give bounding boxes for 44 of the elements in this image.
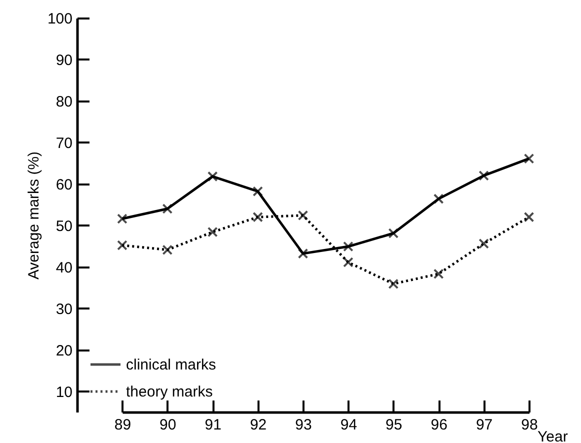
y-tick-label: 90	[56, 52, 72, 69]
y-tick-label: 20	[56, 342, 72, 360]
point	[343, 257, 354, 268]
point	[298, 248, 308, 259]
y-tick-label: 60	[56, 176, 72, 194]
x-axis-title: Year	[538, 428, 568, 443]
point	[117, 240, 128, 250]
point	[478, 170, 489, 181]
x-tick-label: 91	[204, 416, 222, 434]
x-tick-label: 93	[295, 416, 312, 434]
point	[388, 228, 399, 238]
legend-label: theory marks	[126, 384, 213, 400]
point	[252, 212, 263, 222]
y-axis-title: Average marks (%)	[25, 151, 42, 280]
point	[524, 153, 534, 164]
point	[388, 278, 399, 290]
y-tick-label: 10	[56, 384, 72, 401]
point	[343, 241, 354, 252]
x-tick-label: 95	[386, 416, 402, 434]
x-tick-label: 89	[114, 416, 132, 434]
y-tick-label: 70	[56, 134, 72, 152]
legend-label: clinical marks	[126, 356, 216, 374]
y-tick-label: 100	[47, 10, 72, 28]
point	[433, 194, 444, 204]
point	[207, 171, 218, 182]
point	[478, 238, 489, 249]
x-tick-label: 94	[340, 416, 358, 434]
point	[207, 226, 218, 238]
x-tick-label: 90	[160, 416, 176, 434]
x-tick-label: 96	[430, 416, 448, 434]
point	[524, 212, 534, 222]
point	[117, 214, 128, 224]
point	[298, 210, 308, 221]
point	[433, 268, 444, 280]
x-tick-label: 98	[521, 416, 538, 434]
y-tick-label: 80	[56, 93, 72, 110]
y-tick-label: 50	[56, 218, 72, 235]
y-tick-label: 30	[56, 300, 72, 318]
point	[162, 204, 173, 214]
x-tick-label: 92	[250, 416, 267, 434]
point	[252, 186, 263, 197]
x-tick-label: 97	[476, 416, 493, 434]
point	[162, 244, 173, 256]
y-tick-label: 40	[56, 259, 72, 276]
